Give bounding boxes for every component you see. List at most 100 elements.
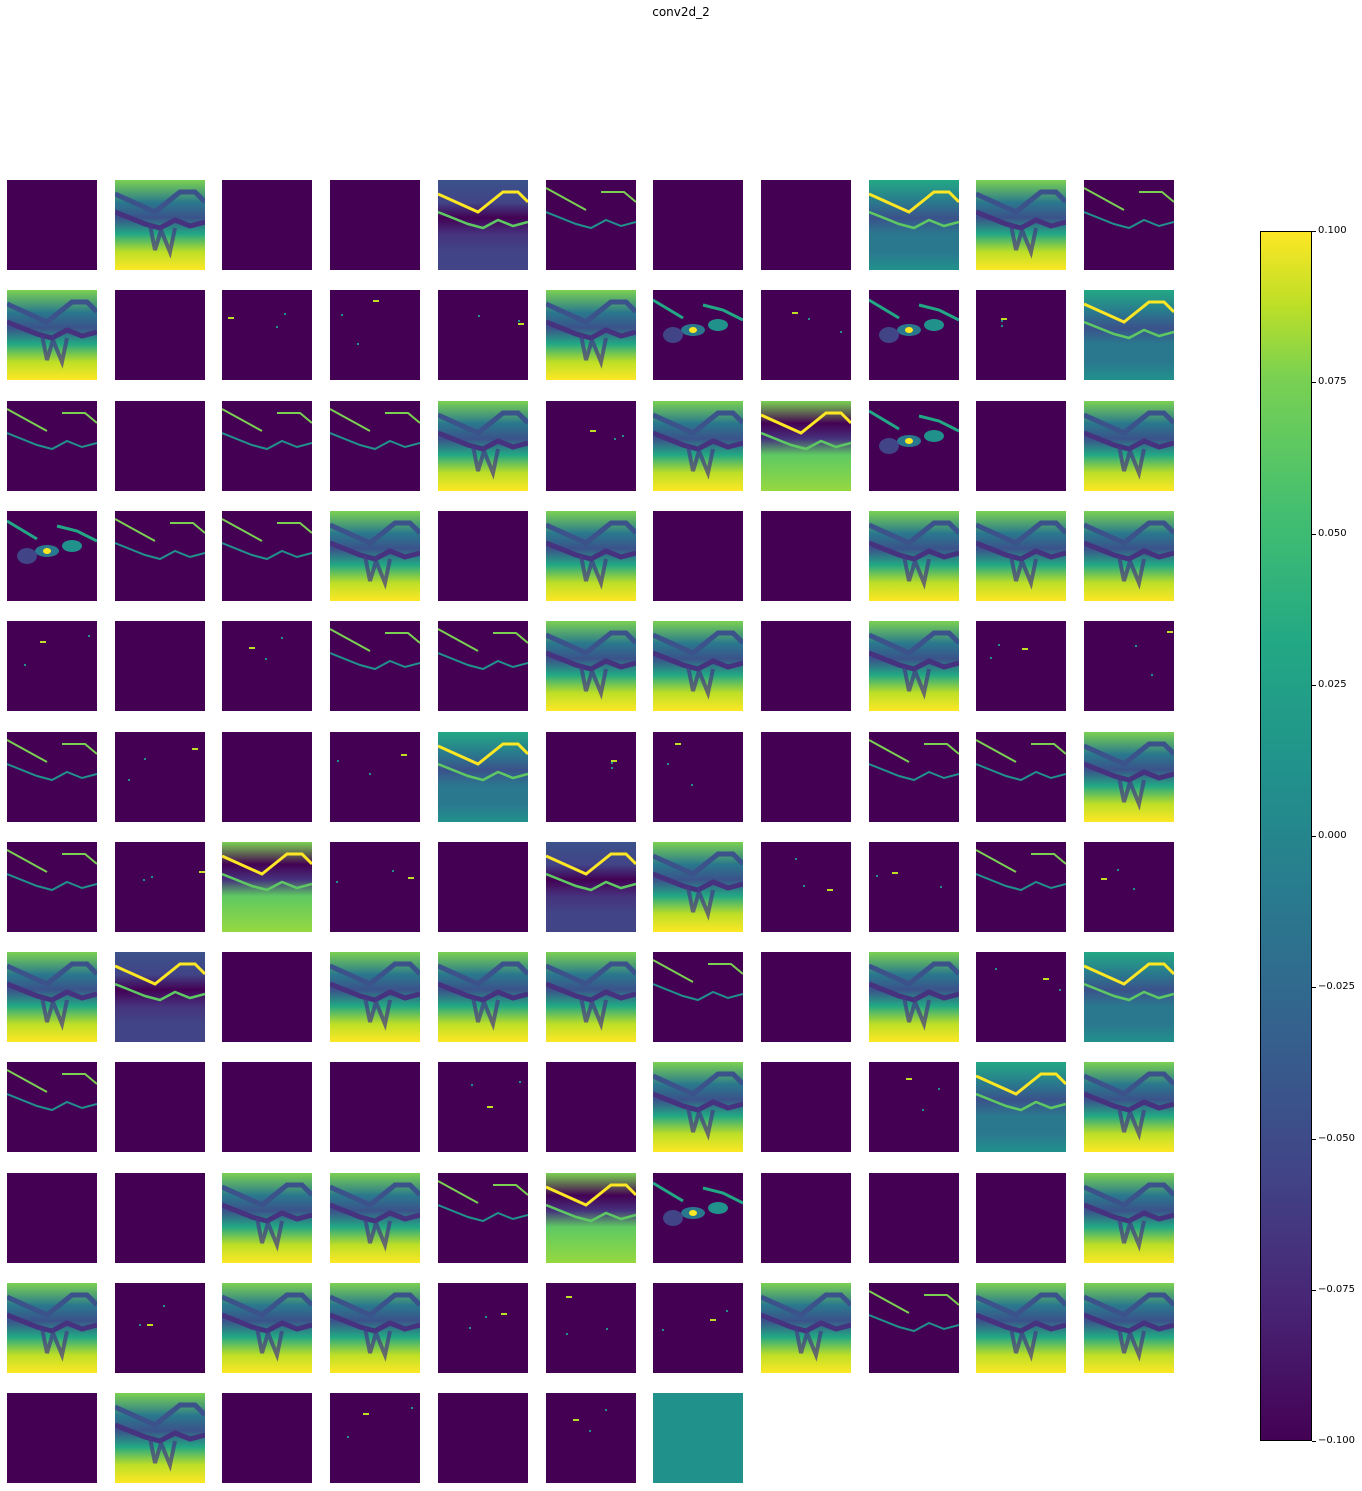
feature-map-tile xyxy=(653,842,743,932)
feature-map-tile xyxy=(330,1283,420,1373)
feature-map-tile xyxy=(653,180,743,270)
feature-map-tile xyxy=(7,511,97,601)
feature-map-tile xyxy=(653,621,743,711)
colorbar-tick xyxy=(1312,231,1316,232)
feature-map-tile xyxy=(546,401,636,491)
feature-map-tile xyxy=(546,621,636,711)
feature-map-tile xyxy=(976,732,1066,822)
feature-map-tile xyxy=(869,621,959,711)
feature-map-tile xyxy=(7,1173,97,1263)
feature-map-tile xyxy=(546,1283,636,1373)
feature-map-tile xyxy=(869,401,959,491)
colorbar-tick-label: 0.075 xyxy=(1318,376,1347,387)
feature-map-tile xyxy=(115,511,205,601)
feature-map-tile xyxy=(222,1173,312,1263)
colorbar-tick-label: 0.100 xyxy=(1318,225,1347,236)
feature-map-tile xyxy=(1084,290,1174,380)
feature-map-tile xyxy=(1084,732,1174,822)
colorbar-tick-label: 0.050 xyxy=(1318,528,1347,539)
feature-map-tile xyxy=(546,732,636,822)
feature-map-tile xyxy=(222,621,312,711)
feature-map-tile xyxy=(1084,1283,1174,1373)
feature-map-tile xyxy=(976,621,1066,711)
feature-map-tile xyxy=(976,511,1066,601)
feature-map-tile xyxy=(115,1393,205,1483)
feature-map-tile xyxy=(546,1393,636,1483)
feature-map-tile xyxy=(7,180,97,270)
feature-map-tile xyxy=(761,290,851,380)
feature-map-tile xyxy=(330,952,420,1042)
feature-map-grid xyxy=(7,180,1175,1483)
feature-map-tile xyxy=(7,1283,97,1373)
colorbar-tick-label: −0.050 xyxy=(1318,1133,1356,1144)
feature-map-tile xyxy=(330,732,420,822)
feature-map-tile xyxy=(653,1393,743,1483)
feature-map-tile xyxy=(976,842,1066,932)
colorbar-tick-label: −0.075 xyxy=(1318,1284,1356,1295)
feature-map-tile xyxy=(330,511,420,601)
feature-map-tile xyxy=(7,1062,97,1152)
feature-map-tile xyxy=(438,401,528,491)
feature-map-tile xyxy=(222,180,312,270)
feature-map-tile xyxy=(115,1173,205,1263)
feature-map-tile xyxy=(222,401,312,491)
feature-map-tile xyxy=(976,401,1066,491)
feature-map-tile xyxy=(653,401,743,491)
feature-map-tile xyxy=(976,290,1066,380)
feature-map-tile xyxy=(330,401,420,491)
feature-map-tile xyxy=(976,952,1066,1042)
feature-map-tile xyxy=(438,180,528,270)
feature-map-tile xyxy=(761,1283,851,1373)
colorbar-tick xyxy=(1312,685,1316,686)
feature-map-tile xyxy=(330,1062,420,1152)
feature-map-tile xyxy=(222,732,312,822)
feature-map-tile xyxy=(976,1062,1066,1152)
feature-map-tile xyxy=(761,621,851,711)
feature-map-tile xyxy=(222,1283,312,1373)
feature-map-tile xyxy=(438,290,528,380)
colorbar-tick xyxy=(1312,534,1316,535)
feature-map-tile xyxy=(653,952,743,1042)
feature-map-tile xyxy=(761,842,851,932)
feature-map-tile xyxy=(546,290,636,380)
colorbar-tick-label: −0.025 xyxy=(1318,981,1356,992)
feature-map-tile xyxy=(7,290,97,380)
feature-map-tile xyxy=(115,621,205,711)
feature-map-tile xyxy=(1084,952,1174,1042)
colorbar-tick-label: 0.025 xyxy=(1318,679,1347,690)
feature-map-tile xyxy=(869,842,959,932)
feature-map-tile xyxy=(1084,621,1174,711)
feature-map-tile xyxy=(869,511,959,601)
feature-map-tile xyxy=(869,290,959,380)
feature-map-tile xyxy=(222,842,312,932)
feature-map-tile xyxy=(115,1283,205,1373)
feature-map-tile xyxy=(115,180,205,270)
feature-map-tile xyxy=(7,732,97,822)
feature-map-tile xyxy=(7,842,97,932)
feature-map-tile xyxy=(222,1393,312,1483)
feature-map-tile xyxy=(653,1173,743,1263)
feature-map-tile xyxy=(869,952,959,1042)
feature-map-tile xyxy=(115,401,205,491)
colorbar-tick xyxy=(1312,1139,1316,1140)
feature-map-tile xyxy=(330,290,420,380)
feature-map-tile xyxy=(869,732,959,822)
colorbar-tick-label: 0.000 xyxy=(1318,830,1347,841)
feature-map-tile xyxy=(7,621,97,711)
feature-map-tile xyxy=(546,1173,636,1263)
feature-map-tile xyxy=(438,1173,528,1263)
feature-map-tile xyxy=(115,1062,205,1152)
feature-map-tile xyxy=(7,401,97,491)
feature-map-tile xyxy=(653,1062,743,1152)
feature-map-tile xyxy=(761,180,851,270)
feature-map-tile xyxy=(115,732,205,822)
feature-map-tile xyxy=(1084,180,1174,270)
feature-map-tile xyxy=(546,1062,636,1152)
feature-map-tile xyxy=(438,1283,528,1373)
feature-map-tile xyxy=(546,952,636,1042)
feature-map-tile xyxy=(761,1062,851,1152)
feature-map-tile xyxy=(869,1173,959,1263)
colorbar-tick xyxy=(1312,987,1316,988)
colorbar-tick xyxy=(1312,382,1316,383)
feature-map-tile xyxy=(222,1062,312,1152)
